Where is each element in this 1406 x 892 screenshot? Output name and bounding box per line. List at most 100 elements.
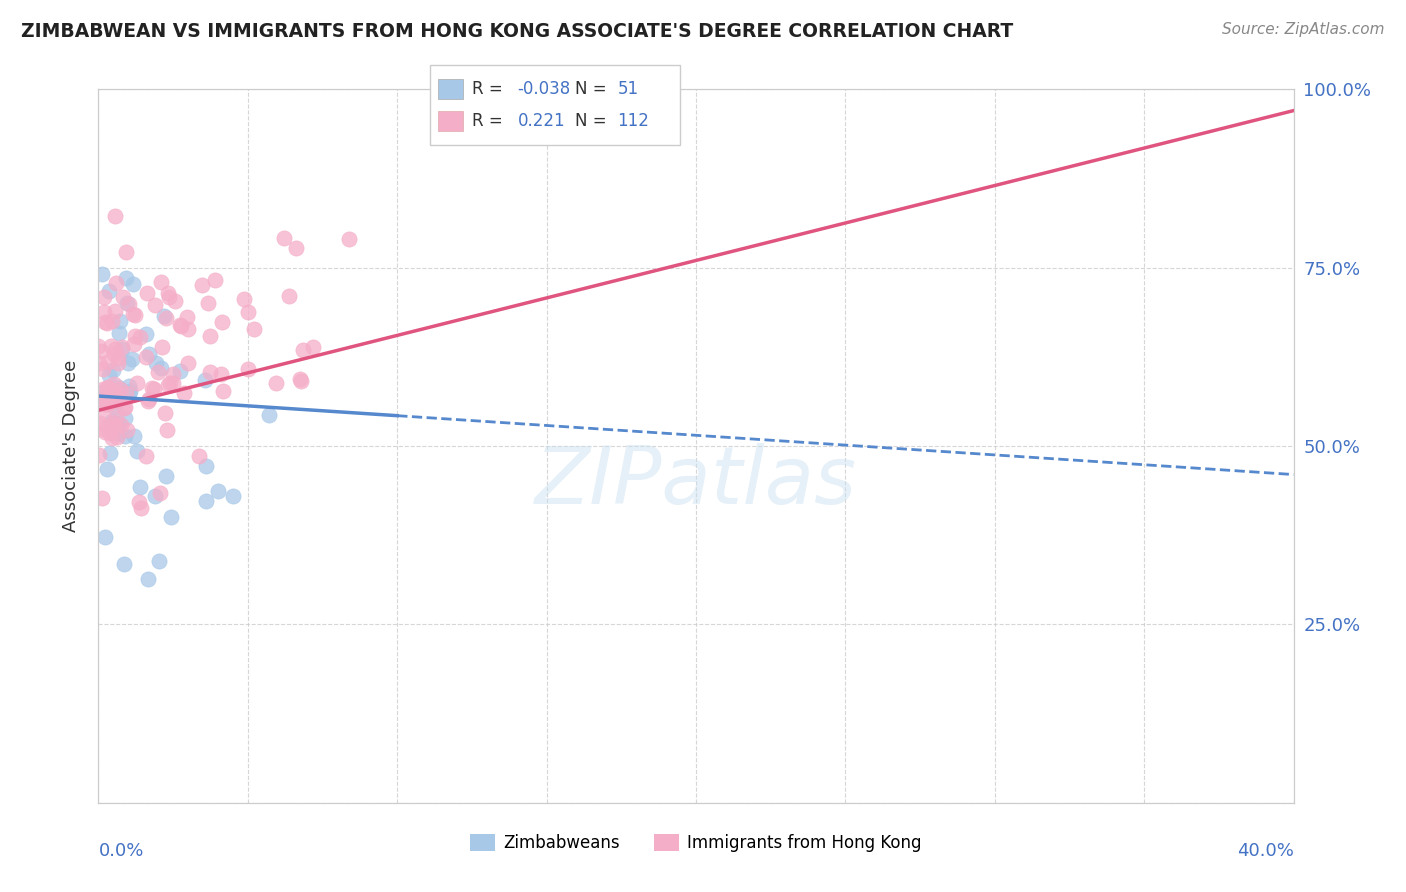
Point: [211, 315, 233, 329]
Point: [198, 329, 221, 343]
Text: 0.221: 0.221: [517, 112, 565, 130]
Point: [173, 385, 195, 400]
Point: [159, 376, 181, 391]
Point: [94, 315, 117, 329]
Text: Source: ZipAtlas.com: Source: ZipAtlas.com: [1222, 22, 1385, 37]
Point: [124, 337, 146, 351]
FancyBboxPatch shape: [430, 65, 681, 145]
Point: [107, 356, 129, 370]
Point: [101, 314, 124, 328]
Point: [98, 426, 121, 441]
Point: [111, 343, 134, 357]
Point: [94, 530, 117, 544]
Point: [191, 278, 214, 293]
Point: [114, 400, 136, 414]
Point: [108, 425, 131, 440]
Point: [198, 365, 221, 379]
Point: [122, 277, 145, 291]
Point: [149, 486, 172, 500]
Point: [111, 341, 134, 355]
Point: [238, 304, 260, 318]
Point: [150, 275, 173, 289]
Point: [194, 373, 217, 387]
Point: [117, 356, 139, 370]
Point: [91, 422, 114, 436]
Point: [103, 417, 125, 432]
Point: [233, 292, 256, 306]
Point: [163, 293, 186, 308]
Point: [115, 271, 138, 285]
Text: ZIPatlas: ZIPatlas: [534, 442, 858, 521]
Point: [128, 330, 150, 344]
Point: [107, 351, 129, 365]
Point: [128, 495, 150, 509]
Point: [194, 494, 217, 508]
Point: [87, 339, 110, 353]
Point: [96, 316, 118, 330]
Point: [96, 381, 118, 395]
Point: [291, 343, 314, 357]
Point: [141, 381, 163, 395]
Point: [94, 397, 117, 411]
Point: [155, 423, 177, 437]
Point: [112, 558, 135, 572]
Point: [170, 319, 193, 334]
Text: 51: 51: [617, 80, 638, 98]
Point: [90, 396, 112, 410]
Point: [273, 231, 295, 245]
Point: [104, 389, 127, 403]
Point: [176, 310, 198, 324]
Point: [169, 318, 191, 332]
Point: [91, 408, 114, 422]
Point: [169, 364, 191, 378]
Point: [115, 245, 138, 260]
Point: [105, 276, 128, 290]
Point: [87, 448, 110, 462]
Point: [138, 347, 160, 361]
Point: [155, 311, 177, 326]
Point: [112, 290, 135, 304]
Point: [138, 392, 160, 406]
Point: [135, 450, 157, 464]
Text: N =: N =: [575, 112, 606, 130]
Point: [176, 322, 198, 336]
Point: [93, 425, 115, 440]
Point: [187, 449, 209, 463]
Point: [98, 446, 121, 460]
Point: [148, 554, 170, 568]
Point: [101, 362, 124, 376]
Point: [91, 362, 114, 376]
Point: [103, 209, 125, 223]
Point: [118, 385, 141, 400]
FancyBboxPatch shape: [437, 111, 463, 131]
Point: [89, 417, 111, 431]
Point: [211, 384, 233, 398]
Point: [118, 378, 141, 392]
Point: [118, 297, 141, 311]
Point: [204, 272, 226, 286]
Point: [103, 347, 125, 361]
Point: [135, 351, 157, 365]
Point: [157, 378, 180, 392]
Point: [149, 360, 172, 375]
Point: [125, 443, 148, 458]
Text: ZIMBABWEAN VS IMMIGRANTS FROM HONG KONG ASSOCIATE'S DEGREE CORRELATION CHART: ZIMBABWEAN VS IMMIGRANTS FROM HONG KONG …: [21, 22, 1014, 41]
Point: [177, 356, 200, 370]
Point: [105, 430, 128, 444]
Point: [266, 376, 288, 390]
Point: [159, 290, 181, 304]
Point: [197, 296, 219, 310]
Point: [91, 267, 114, 281]
Point: [97, 397, 120, 411]
Point: [97, 355, 120, 369]
Point: [104, 342, 127, 356]
Point: [136, 393, 159, 408]
Point: [136, 286, 159, 301]
Text: N =: N =: [575, 80, 606, 98]
Point: [89, 392, 111, 406]
Point: [142, 382, 165, 396]
Point: [143, 489, 166, 503]
Point: [136, 572, 159, 586]
Point: [284, 241, 307, 255]
Point: [97, 379, 120, 393]
